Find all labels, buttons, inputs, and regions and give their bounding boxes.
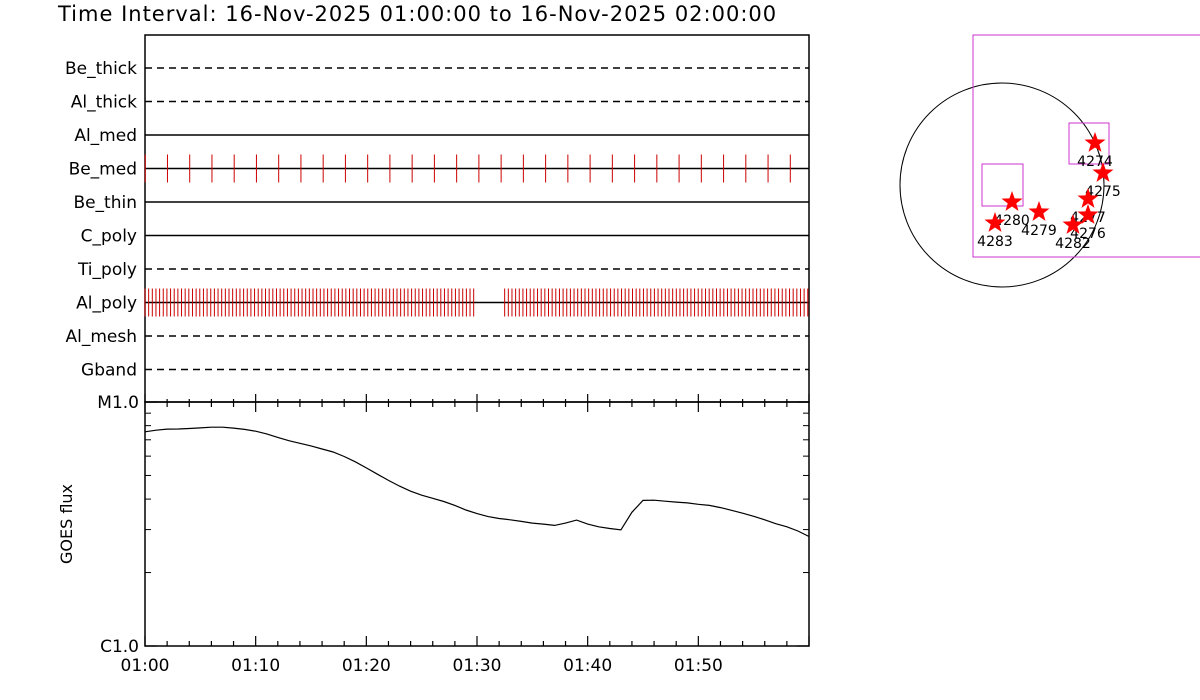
channel-label: Al_poly: [76, 294, 137, 314]
active-region-star: [1077, 188, 1099, 208]
active-region-star: [1092, 162, 1114, 182]
y-tick-label: C1.0: [100, 637, 139, 657]
solar-limb: [899, 82, 1105, 288]
channel-label: Ti_poly: [77, 260, 137, 280]
channel-label: Be_thick: [65, 59, 137, 79]
x-tick-label: 01:20: [342, 656, 391, 676]
active-region-star: [1028, 201, 1050, 221]
exposure-timeline: Be_thick Al_thick Al_med Be_med Be_thin C_pol…: [65, 34, 810, 403]
active-region-star: [1062, 214, 1084, 234]
solar-context-map: 42744275427742764282427942804283: [899, 34, 1200, 288]
channel-label: Al_thick: [71, 93, 137, 113]
active-region-star: [1084, 132, 1106, 152]
x-tick-label: 01:30: [453, 656, 502, 676]
channel-label: Al_mesh: [65, 327, 137, 347]
active-region-label: 4274: [1077, 154, 1113, 170]
goes-flux-panel: 01:00 01:10 01:20 01:30 01:40 01:50 C1.0 M1.0 GO…: [57, 393, 810, 676]
x-tick-label: 01:40: [563, 656, 612, 676]
channel-label: Gband: [81, 361, 137, 381]
active-region-star: [1077, 204, 1099, 224]
x-tick-label: 01:10: [231, 656, 280, 676]
y-axis-label: GOES flux: [57, 484, 76, 564]
goes-frame: [144, 401, 810, 647]
y-tick-label: M1.0: [97, 393, 139, 413]
channel-label: Be_thin: [73, 193, 137, 213]
active-region-star: [1001, 191, 1023, 211]
channel-label: Be_med: [69, 160, 137, 180]
active-region-star: [984, 212, 1006, 232]
eis-fov-box: [981, 163, 1024, 207]
active-region-label: 4279: [1021, 223, 1057, 239]
channel-label: Al_med: [74, 126, 137, 146]
active-region-label: 4280: [994, 213, 1030, 229]
active-region-label: 4283: [977, 234, 1013, 250]
channel-label: C_poly: [81, 227, 137, 247]
timeline-frame: [144, 34, 810, 403]
active-region-label: 4282: [1055, 236, 1091, 252]
x-tick-label: 01:50: [674, 656, 723, 676]
active-region-label: 4276: [1070, 226, 1106, 242]
chart-title: Time Interval: 16-Nov-2025 01:00:00 to 1…: [58, 2, 778, 26]
xrt-fov-box: [972, 34, 1200, 258]
goes-flux-line: [144, 426, 810, 538]
sot-fov-box: [1068, 122, 1110, 165]
x-tick-label: 01:00: [121, 656, 170, 676]
